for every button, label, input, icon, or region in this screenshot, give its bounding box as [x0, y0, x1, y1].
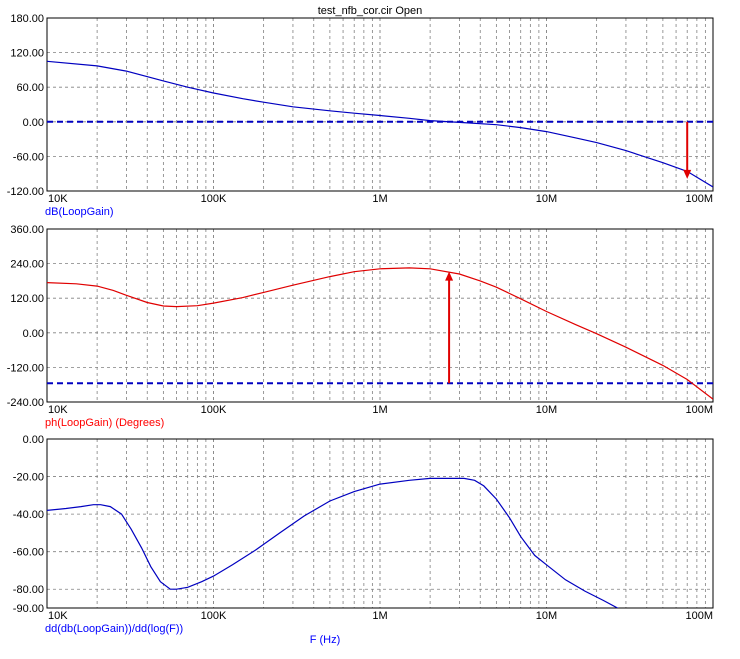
y-tick-label: -60.00: [13, 547, 44, 559]
marker-arrow-head: [683, 169, 692, 179]
x-tick-label: 10M: [536, 404, 557, 416]
x-axis-label: F (Hz): [310, 634, 341, 646]
x-tick-label: 100M: [685, 404, 713, 416]
y-tick-label: 0.00: [23, 117, 44, 129]
y-tick-label: -90.00: [13, 603, 44, 615]
plot-frame: [46, 438, 714, 609]
panel-1: 10K 100K 1M 10M 100M 180.00 120.00 60.00 0.00 -60…: [7, 13, 714, 218]
y-tick-label: 360.00: [10, 224, 44, 236]
series-line: [47, 267, 713, 400]
x-tick-label: 1M: [372, 610, 387, 622]
y-tick-label: -120.00: [7, 186, 44, 198]
x-tick-label: 1M: [372, 404, 387, 416]
y-tick-label: -240.00: [7, 397, 44, 409]
series-line: [47, 477, 619, 608]
y-tick-label: 0.00: [23, 434, 44, 446]
series-label: dd(db(LoopGain))/dd(log(F)): [45, 623, 183, 635]
y-tick-label: 120.00: [10, 48, 44, 60]
x-tick-label: 10K: [48, 404, 68, 416]
y-tick-label: 0.00: [23, 328, 44, 340]
x-tick-label: 100M: [685, 193, 713, 205]
y-tick-label: -80.00: [13, 584, 44, 596]
series-label: ph(LoopGain) (Degrees): [45, 417, 164, 429]
x-tick-label: 10K: [48, 610, 68, 622]
panel-3: 10K 100K 1M 10M 100M 0.00 -20.00 -40.00 -60.00 -8…: [13, 434, 714, 635]
y-tick-label: -40.00: [13, 509, 44, 521]
y-tick-label: 240.00: [10, 259, 44, 271]
x-tick-label: 100M: [685, 610, 713, 622]
y-tick-label: 120.00: [10, 293, 44, 305]
chart-title: test_nfb_cor.cir Open: [318, 5, 423, 17]
plot-frame: [46, 17, 714, 192]
x-tick-label: 1M: [372, 193, 387, 205]
series-label: dB(LoopGain): [45, 206, 114, 218]
y-tick-label: 180.00: [10, 13, 44, 25]
y-tick-label: -20.00: [13, 472, 44, 484]
plot-frame: [46, 228, 714, 403]
x-tick-label: 100K: [201, 193, 227, 205]
x-tick-label: 10M: [536, 610, 557, 622]
y-tick-label: -60.00: [13, 151, 44, 163]
series-line: [47, 60, 713, 188]
x-tick-label: 100K: [201, 404, 227, 416]
panels-group: 10K 100K 1M 10M 100M 180.00 120.00 60.00 0.00 -60…: [7, 13, 714, 635]
y-tick-label: 60.00: [16, 82, 44, 94]
marker-arrow-head: [445, 271, 454, 281]
y-tick-label: -120.00: [7, 362, 44, 374]
x-tick-label: 100K: [201, 610, 227, 622]
panel-2: 10K 100K 1M 10M 100M 360.00 240.00 120.00 0.00 -1…: [7, 224, 714, 429]
x-tick-label: 10K: [48, 193, 68, 205]
x-tick-label: 10M: [536, 193, 557, 205]
